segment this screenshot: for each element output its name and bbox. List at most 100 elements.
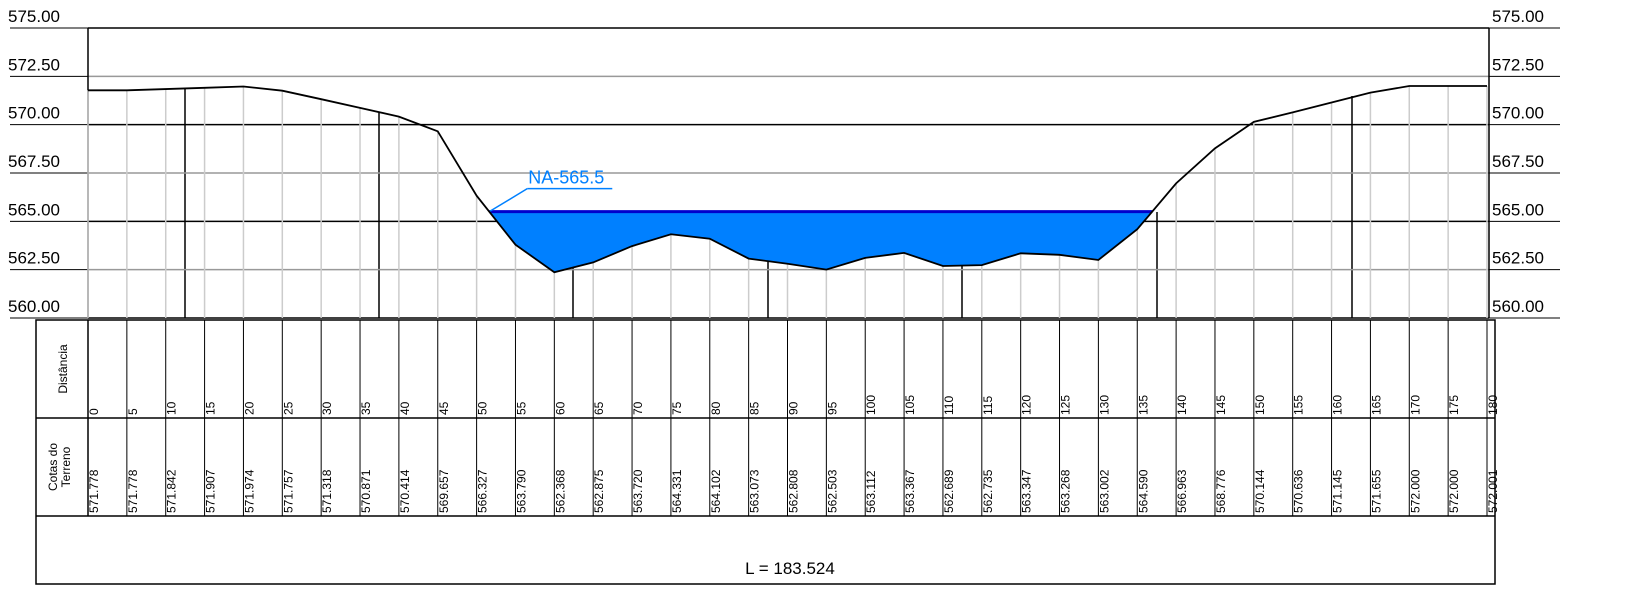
elevation-label: 572.000: [1447, 469, 1461, 513]
y-tick-label: 565.00: [8, 200, 60, 219]
elevation-label: 563.073: [748, 469, 762, 513]
elevation-label: 570.414: [398, 469, 412, 513]
elevation-label: 563.002: [1097, 469, 1111, 513]
terrain-line: [88, 85, 1488, 274]
y-tick-label: 560.00: [8, 297, 60, 316]
distance-label: 125: [1059, 395, 1073, 415]
elevation-label: 571.318: [320, 469, 334, 513]
distance-label: 160: [1331, 395, 1345, 415]
elevation-label: 563.268: [1059, 469, 1073, 513]
distance-label: 170: [1408, 395, 1422, 415]
distance-label: 15: [204, 401, 218, 415]
elevation-label: 564.331: [670, 469, 684, 513]
distance-label: 35: [359, 401, 373, 415]
distance-label: 70: [631, 401, 645, 415]
distance-label: 5: [126, 408, 140, 415]
elevation-label: 563.347: [1020, 469, 1034, 513]
y-tick-label: 562.50: [8, 249, 60, 268]
distance-label: 65: [592, 401, 606, 415]
elevation-label: 564.102: [709, 469, 723, 513]
elevation-label: 563.790: [514, 469, 528, 513]
distance-label: 105: [903, 395, 917, 415]
elevation-label: 571.145: [1331, 469, 1345, 513]
row-label: Cotas do: [46, 443, 60, 491]
elevation-label: 571.757: [281, 469, 295, 513]
elevation-label: 568.776: [1214, 469, 1228, 513]
distance-label: 20: [242, 401, 256, 415]
elevation-label: 562.503: [825, 469, 839, 513]
water-area: [489, 211, 1153, 273]
elevation-label: 571.974: [242, 469, 256, 513]
distance-label: 10: [165, 401, 179, 415]
y2-tick-label: 575.00: [1492, 7, 1544, 26]
elevation-label: 566.327: [476, 469, 490, 513]
elevation-label: 562.689: [942, 469, 956, 513]
distance-label: 75: [670, 401, 684, 415]
elevation-label: 570.871: [359, 469, 373, 513]
elevation-label: 562.735: [981, 469, 995, 513]
elevation-label: 562.808: [787, 469, 801, 513]
section-lines: [184, 88, 1353, 318]
distance-label: 30: [320, 401, 334, 415]
row-label: Terreno: [59, 446, 73, 487]
y2-tick-label: 567.50: [1492, 152, 1544, 171]
distance-label: 25: [281, 401, 295, 415]
distance-label: 45: [437, 401, 451, 415]
y-tick-label: 570.00: [8, 104, 60, 123]
row-label: Distância: [56, 344, 70, 394]
elevation-label: 563.720: [631, 469, 645, 513]
length-label: L = 183.524: [745, 559, 835, 578]
y2-tick-label: 572.50: [1492, 55, 1544, 74]
elevation-label: 564.590: [1136, 469, 1150, 513]
distance-label: 90: [787, 401, 801, 415]
table-frame: [35, 319, 1496, 585]
distance-label: 175: [1447, 395, 1461, 415]
distance-label: 100: [864, 395, 878, 415]
elevation-label: 571.842: [165, 469, 179, 513]
y2-tick-label: 562.50: [1492, 249, 1544, 268]
elevation-label: 571.907: [204, 469, 218, 513]
elevation-label: 563.367: [903, 469, 917, 513]
distance-label: 55: [514, 401, 528, 415]
distance-label: 150: [1253, 395, 1267, 415]
distance-label: 165: [1369, 395, 1383, 415]
y-tick-label: 572.50: [8, 55, 60, 74]
distance-label: 40: [398, 401, 412, 415]
annotation: NA-565.5: [528, 168, 604, 188]
distance-label: 155: [1292, 395, 1306, 415]
elevation-label: 571.655: [1369, 469, 1383, 513]
distance-label: 80: [709, 401, 723, 415]
distance-label: 180: [1486, 395, 1500, 415]
distance-label: 85: [748, 401, 762, 415]
elevation-label: 569.657: [437, 469, 451, 513]
elevation-label: 572.000: [1408, 469, 1422, 513]
annotation-leader: [488, 188, 528, 213]
distance-label: 145: [1214, 395, 1228, 415]
distance-label: 0: [87, 408, 101, 415]
y-tick-label: 575.00: [8, 7, 60, 26]
y2-tick-label: 570.00: [1492, 104, 1544, 123]
distance-label: 140: [1175, 395, 1189, 415]
elevation-label: 570.636: [1292, 469, 1306, 513]
elevation-label: 562.875: [592, 469, 606, 513]
distance-label: 95: [825, 401, 839, 415]
distance-label: 135: [1136, 395, 1150, 415]
elevation-label: 566.963: [1175, 469, 1189, 513]
elevation-label: 572.001: [1486, 469, 1500, 513]
distance-label: 60: [553, 401, 567, 415]
distance-label: 120: [1020, 395, 1034, 415]
elevation-label: 563.112: [864, 470, 878, 513]
elevation-label: 562.368: [553, 469, 567, 513]
y-tick-label: 567.50: [8, 152, 60, 171]
distance-label: 130: [1097, 395, 1111, 415]
distance-label: 115: [981, 396, 995, 415]
elevation-label: 571.778: [87, 469, 101, 513]
elevation-label: 571.778: [126, 469, 140, 513]
elevation-label: 570.144: [1253, 469, 1267, 513]
y2-tick-label: 565.00: [1492, 200, 1544, 219]
y2-tick-label: 560.00: [1492, 297, 1544, 316]
distance-label: 50: [476, 401, 490, 415]
distance-label: 110: [942, 396, 956, 415]
